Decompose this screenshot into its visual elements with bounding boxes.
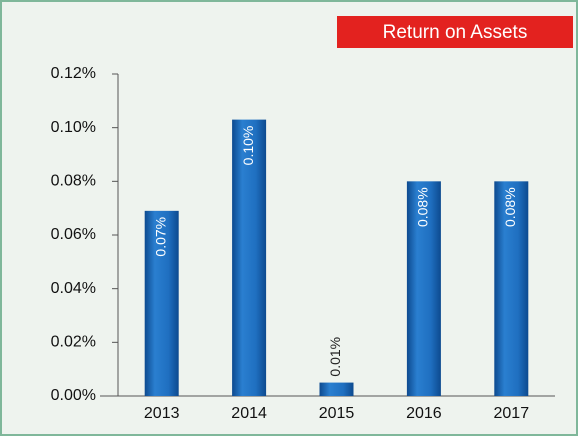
y-tick-label: 0.10%: [51, 119, 96, 136]
value-label: 0.07%: [152, 217, 168, 257]
value-label: 0.10%: [240, 126, 256, 166]
y-tick-label: 0.04%: [51, 280, 96, 297]
y-tick-label: 0.08%: [51, 173, 96, 190]
y-tick-label: 0.12%: [51, 65, 96, 82]
value-label: 0.01%: [327, 337, 343, 377]
bar: [494, 181, 529, 396]
value-label: 0.08%: [502, 187, 518, 227]
y-tick-label: 0.02%: [51, 334, 96, 351]
x-tick-label: 2016: [406, 405, 442, 422]
bar: [406, 181, 441, 396]
bar: [319, 382, 354, 396]
x-tick-label: 2013: [144, 405, 180, 422]
bar: [144, 210, 179, 396]
x-tick-label: 2017: [494, 405, 530, 422]
x-tick-label: 2014: [231, 405, 267, 422]
title-box: [337, 16, 573, 48]
bar: [232, 119, 267, 396]
x-tick-label: 2015: [319, 405, 355, 422]
chart-title: Return on Assets: [383, 22, 528, 43]
y-tick-label: 0.00%: [51, 387, 96, 404]
y-tick-label: 0.06%: [51, 226, 96, 243]
value-label: 0.08%: [415, 187, 431, 227]
